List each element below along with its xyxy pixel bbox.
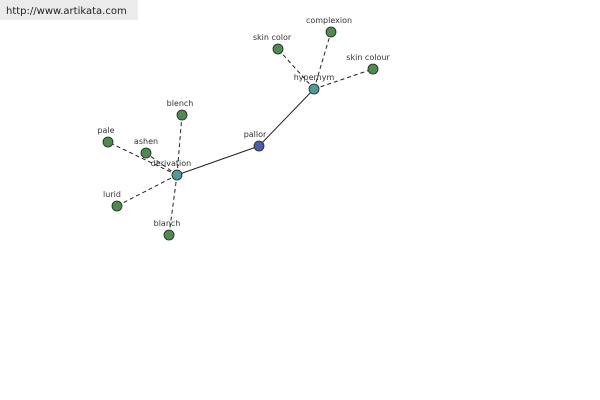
edge xyxy=(277,48,315,90)
node-label: blanch xyxy=(154,219,181,228)
edge xyxy=(116,174,178,207)
node[interactable] xyxy=(367,63,379,75)
node-label: complexion xyxy=(306,16,352,25)
node-label: derivation xyxy=(151,159,191,168)
node[interactable] xyxy=(102,136,114,148)
edge xyxy=(145,152,178,176)
node[interactable] xyxy=(171,169,183,181)
node-label: skin colour xyxy=(346,53,390,62)
edges xyxy=(107,31,374,236)
edge xyxy=(313,31,332,90)
node[interactable] xyxy=(325,26,337,38)
node[interactable] xyxy=(176,109,188,121)
url-banner xyxy=(0,0,138,20)
url-text[interactable]: http://www.artikata.com xyxy=(6,6,127,17)
nodes xyxy=(102,26,379,241)
node-label: skin color xyxy=(253,33,292,42)
node[interactable] xyxy=(111,200,123,212)
node[interactable] xyxy=(140,147,152,159)
edge xyxy=(176,145,260,176)
node[interactable] xyxy=(308,83,320,95)
node-label: lurid xyxy=(103,190,121,199)
edge xyxy=(107,141,178,176)
node-label: ashen xyxy=(134,137,158,146)
node[interactable] xyxy=(163,229,175,241)
node-label: hypernym xyxy=(294,73,335,82)
labels: pallor derivation hypernym blench pale a… xyxy=(97,16,390,228)
node[interactable] xyxy=(253,140,265,152)
edge xyxy=(168,174,178,236)
node-label: pale xyxy=(97,126,114,135)
edge xyxy=(176,114,183,176)
node[interactable] xyxy=(272,43,284,55)
node-label: blench xyxy=(167,99,194,108)
node-label: pallor xyxy=(244,130,267,139)
edge xyxy=(258,88,315,147)
edge xyxy=(313,68,374,90)
